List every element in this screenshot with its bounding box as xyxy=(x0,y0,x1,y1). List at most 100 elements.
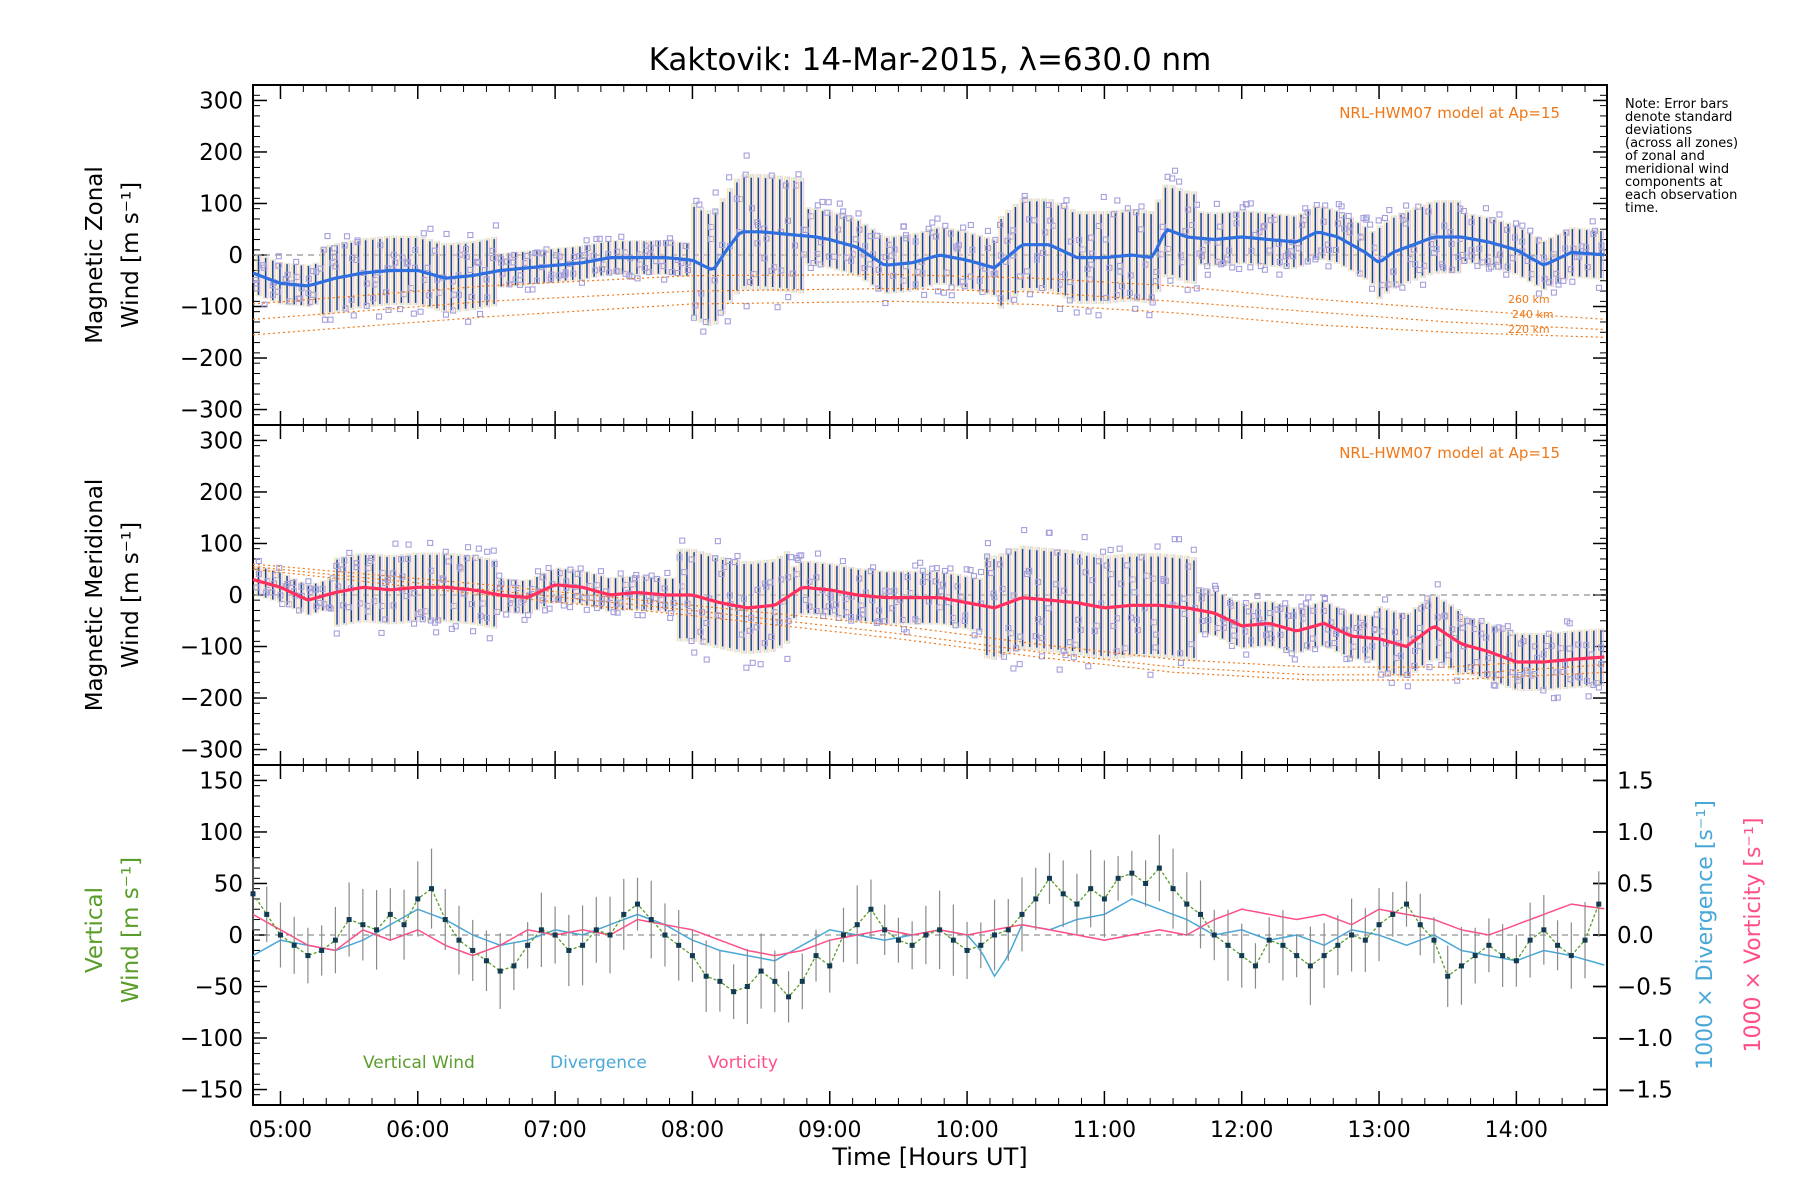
zone-marker xyxy=(814,202,821,209)
zone-marker xyxy=(1063,197,1070,204)
zone-marker xyxy=(1320,607,1327,614)
zone-marker xyxy=(340,602,347,609)
zone-marker xyxy=(740,595,747,602)
zone-marker xyxy=(483,276,490,283)
zone-marker xyxy=(1254,592,1261,600)
zone-marker xyxy=(818,239,825,246)
zone-marker xyxy=(999,585,1006,592)
zone-marker xyxy=(848,617,855,624)
zone-marker xyxy=(331,245,338,252)
zone-marker xyxy=(1598,242,1605,249)
zone-marker xyxy=(335,583,342,590)
zone-marker xyxy=(875,607,883,614)
zone-marker xyxy=(1322,202,1329,209)
zone-marker xyxy=(862,243,869,250)
zone-marker xyxy=(1545,630,1553,637)
zone-marker xyxy=(1554,694,1561,701)
zone-marker xyxy=(1439,261,1446,268)
zone-marker xyxy=(1075,616,1082,623)
zone-marker xyxy=(757,661,764,668)
y-tick-label: 300 xyxy=(199,88,243,114)
zone-marker xyxy=(1260,224,1267,231)
zone-marker xyxy=(1154,543,1161,550)
zone-marker xyxy=(668,269,675,276)
vertical-wind-point xyxy=(374,927,380,933)
zone-marker xyxy=(1026,568,1033,575)
vertical-wind-point xyxy=(429,886,435,892)
zone-marker xyxy=(1017,633,1024,640)
zone-marker xyxy=(1553,669,1560,676)
zone-marker xyxy=(875,266,882,273)
vertical-wind-point xyxy=(964,947,970,953)
zone-marker xyxy=(933,565,940,572)
zone-marker xyxy=(902,232,910,239)
zone-marker xyxy=(846,215,853,222)
vertical-wind-point xyxy=(1280,942,1286,948)
zone-marker xyxy=(1583,642,1590,649)
zone-marker xyxy=(486,635,493,642)
zone-marker xyxy=(1085,308,1092,315)
zone-marker xyxy=(296,295,303,302)
zone-marker xyxy=(743,152,750,159)
zone-marker xyxy=(1031,217,1038,224)
zone-marker xyxy=(1129,576,1136,583)
zone-marker xyxy=(468,601,475,608)
vertical-wind-point xyxy=(1321,953,1327,959)
zone-marker xyxy=(641,264,648,272)
x-tick-label: 12:00 xyxy=(1210,1118,1273,1143)
zone-marker xyxy=(825,199,832,206)
zone-marker xyxy=(684,600,691,607)
zone-marker xyxy=(890,272,897,279)
zone-marker xyxy=(1416,266,1423,274)
zone-marker xyxy=(947,230,954,237)
zone-marker xyxy=(1540,651,1547,658)
zone-marker xyxy=(1478,618,1485,625)
vertical-wind-point xyxy=(1555,942,1561,948)
zone-marker xyxy=(661,276,668,283)
zone-marker xyxy=(753,624,760,631)
zone-marker xyxy=(1496,211,1503,218)
y-tick-label: −300 xyxy=(180,398,243,424)
zone-marker xyxy=(539,597,546,604)
zone-marker xyxy=(618,233,625,240)
zone-marker xyxy=(272,572,279,579)
zone-marker xyxy=(524,252,531,259)
zone-marker xyxy=(1562,245,1569,252)
zone-marker xyxy=(1341,225,1348,232)
zone-marker xyxy=(332,253,339,260)
zone-marker xyxy=(327,316,334,323)
vertical-wind-point xyxy=(387,911,393,917)
zone-marker xyxy=(1117,268,1124,275)
vertical-wind-point xyxy=(854,922,860,928)
zone-marker xyxy=(734,552,741,560)
zone-marker xyxy=(1467,663,1474,671)
zone-marker xyxy=(483,614,490,621)
zone-marker xyxy=(1266,247,1273,254)
zone-marker xyxy=(814,550,822,557)
y-tick-label: 0 xyxy=(228,243,243,269)
zone-marker xyxy=(1124,562,1131,569)
zone-marker xyxy=(1379,282,1386,289)
x-tick-label: 05:00 xyxy=(249,1118,312,1143)
y-tick-label: 200 xyxy=(199,140,243,166)
zone-marker xyxy=(253,285,260,292)
zone-marker xyxy=(763,583,770,590)
zone-marker xyxy=(1417,643,1424,650)
zone-marker xyxy=(1560,277,1567,284)
model-line-0 xyxy=(252,274,1606,320)
zone-marker xyxy=(1399,213,1406,220)
zone-marker xyxy=(1382,596,1389,603)
zone-marker xyxy=(1302,600,1310,607)
zone-marker xyxy=(1304,258,1311,265)
zone-marker xyxy=(1175,536,1182,543)
zone-marker xyxy=(990,590,997,597)
zone-marker xyxy=(553,252,560,259)
zone-marker xyxy=(774,304,781,311)
vertical-wind-point xyxy=(840,932,846,938)
zone-marker xyxy=(426,292,433,299)
zone-marker xyxy=(1038,653,1046,660)
zone-marker xyxy=(1171,167,1179,174)
zone-marker xyxy=(733,195,740,202)
zone-marker xyxy=(1474,262,1481,269)
zone-marker xyxy=(1045,202,1052,209)
